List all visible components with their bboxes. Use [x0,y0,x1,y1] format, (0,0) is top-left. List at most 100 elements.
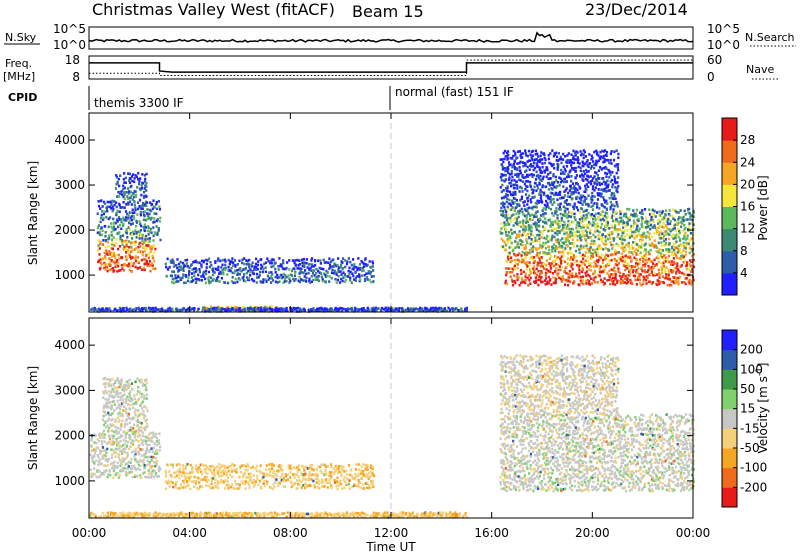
power-cell [614,275,617,278]
power-cell [100,226,103,229]
power-cell [293,274,297,278]
power-cell [179,268,183,271]
power-cell [630,244,633,248]
power-cell [402,310,405,313]
power-cell [124,216,128,219]
power-cell [509,216,512,220]
power-cell [277,268,280,271]
power-cell [551,181,554,184]
power-cell [608,233,611,237]
power-cell [531,154,534,157]
power-cell [621,259,624,263]
power-cell [686,242,689,245]
velocity-cell [119,398,122,402]
power-cell [666,283,669,287]
power-cell [276,276,279,280]
power-cell [606,202,609,205]
velocity-cell [112,476,115,479]
power-cell [656,283,659,287]
power-cell [624,258,627,262]
power-cell [554,186,557,189]
power-cell [111,243,114,246]
power-cell [604,239,607,243]
power-cell [553,201,556,204]
power-cell [515,212,518,216]
power-cell [677,276,680,280]
power-cell [416,308,419,311]
power-cell [589,162,592,165]
power-cell [618,228,621,231]
velocity-cell [228,465,231,468]
power-cell [123,240,126,243]
power-cell [597,258,600,262]
power-cell [680,225,683,229]
power-cell [368,260,371,263]
power-cell [532,261,535,265]
power-cell [616,263,619,267]
power-cell [342,276,345,279]
freq-series [89,62,693,73]
power-cell [513,186,516,190]
power-cell [553,181,556,184]
velocity-cell [107,473,110,476]
power-cell [103,251,106,255]
power-cell [532,271,536,275]
power-cell [126,197,130,201]
power-cell [692,265,696,269]
power-cell [177,269,181,272]
power-cell [128,228,132,232]
power-cell [662,226,665,229]
power-cell [628,270,631,273]
velocity-cell [221,474,224,477]
power-cell [255,265,258,269]
power-cell [649,244,652,247]
power-cell [536,218,540,221]
power-cell [553,193,556,197]
power-cell [226,310,229,313]
power-cell [674,234,677,237]
velocity-cell [197,470,200,473]
power-cell [614,197,617,201]
power-cell [608,176,611,179]
power-cell [614,228,617,231]
power-cell [209,308,212,311]
power-cell [593,202,596,205]
velocity-cell [112,424,115,427]
power-cell [522,219,525,223]
power-cell [538,233,541,237]
power-cell [573,275,576,278]
power-cell [586,278,589,282]
power-cell [507,202,510,205]
power-cell [564,189,567,192]
power-cell [332,258,335,261]
power-cell [579,236,582,240]
power-cell [659,280,662,284]
power-cell [640,266,643,270]
power-cell [137,260,140,263]
power-cell [244,310,247,313]
power-cell [616,190,619,194]
power-cell [676,265,679,268]
power-cell [326,271,329,274]
velocity-cell [159,467,162,471]
velocity-cell [154,456,157,460]
power-cell [117,264,120,268]
power-cell [550,162,553,166]
power-cell [514,183,517,186]
power-cell [169,261,173,264]
velocity-cell [114,386,117,390]
power-cell [165,274,168,278]
power-cell [216,279,219,283]
power-cell [364,263,367,266]
power-cell [512,249,515,252]
power-cell [251,271,254,275]
power-cell [537,155,540,158]
power-cell [108,205,111,209]
power-cell [521,278,524,282]
power-cell [617,168,620,172]
power-cell [150,247,153,251]
power-cell [243,273,246,276]
power-cell [97,224,100,227]
power-cell [590,154,593,158]
power-cell [279,264,282,268]
